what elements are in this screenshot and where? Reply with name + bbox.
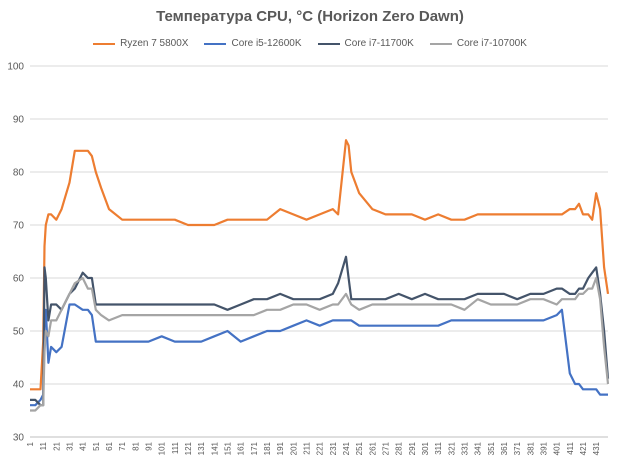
x-tick-label: 211: [302, 441, 311, 454]
x-tick-label: 391: [539, 441, 548, 455]
x-tick-label: 401: [553, 441, 562, 455]
legend-swatch: [429, 42, 452, 45]
series-line-core-i5-12600k: [30, 303, 608, 407]
x-tick-label: 101: [158, 441, 167, 455]
x-tick-label: 111: [171, 441, 180, 454]
legend-item-core-i7-10700k: Core i7-10700K: [429, 38, 527, 49]
legend-item-ryzen-7-5800x: Ryzen 7 5800X: [93, 38, 188, 49]
legend-label: Ryzen 7 5800X: [120, 38, 189, 49]
x-tick-label: 61: [105, 441, 114, 450]
x-tick-label: 151: [223, 441, 232, 455]
x-tick-label: 271: [381, 441, 390, 455]
x-tick-label: 21: [52, 441, 61, 450]
x-tick-label: 321: [447, 441, 456, 455]
legend-label: Core i5-12600K: [231, 38, 302, 49]
y-tick-label: 90: [13, 115, 25, 126]
x-tick-label: 301: [421, 441, 430, 455]
x-tick-label: 161: [237, 441, 246, 455]
y-tick-label: 40: [13, 380, 25, 391]
x-tick-label: 181: [263, 441, 272, 455]
series-line-ryzen-7-5800x: [30, 139, 610, 391]
legend-item-core-i5-12600k: Core i5-12600K: [204, 38, 302, 49]
x-tick-label: 11: [39, 441, 48, 450]
x-tick-label: 351: [487, 441, 496, 455]
x-tick-label: 291: [408, 441, 417, 455]
x-tick-label: 311: [434, 441, 443, 454]
y-tick-label: 30: [13, 433, 25, 444]
legend-swatch: [317, 42, 340, 45]
x-tick-label: 371: [513, 441, 522, 455]
x-tick-label: 121: [184, 441, 193, 455]
x-tick-label: 141: [210, 441, 219, 455]
legend-swatch: [93, 42, 116, 45]
series-line-core-i7-10700k: [30, 276, 610, 412]
y-tick-label: 60: [13, 274, 25, 285]
series-line-core-i7-11700k: [30, 255, 610, 407]
x-tick-label: 231: [329, 441, 338, 455]
x-tick-label: 261: [368, 441, 377, 455]
legend-swatch: [204, 42, 227, 45]
x-tick-label: 381: [526, 441, 535, 455]
x-tick-label: 411: [566, 441, 575, 454]
x-tick-label: 361: [500, 441, 509, 455]
x-tick-label: 431: [592, 441, 601, 455]
x-tick-label: 51: [92, 441, 101, 450]
chart-legend: Ryzen 7 5800X Core i5-12600K Core i7-117…: [0, 38, 620, 49]
legend-label: Core i7-10700K: [456, 38, 527, 49]
x-tick-label: 341: [474, 441, 483, 455]
x-tick-label: 251: [355, 441, 364, 455]
y-tick-label: 50: [13, 327, 25, 338]
x-tick-label: 41: [79, 441, 88, 450]
x-tick-label: 421: [579, 441, 588, 455]
x-tick-label: 131: [197, 441, 206, 455]
y-tick-label: 70: [13, 221, 25, 232]
y-tick-label: 80: [13, 168, 25, 179]
legend-item-core-i7-11700k: Core i7-11700K: [317, 38, 414, 49]
x-tick-label: 191: [276, 441, 285, 455]
x-tick-label: 91: [144, 441, 153, 450]
x-tick-label: 171: [250, 441, 259, 455]
x-tick-label: 81: [131, 441, 140, 450]
legend-label: Core i7-11700K: [344, 38, 414, 49]
x-tick-label: 201: [289, 441, 298, 455]
chart-title: Температура CPU, °C (Horizon Zero Dawn): [156, 8, 464, 25]
x-tick-label: 71: [118, 441, 127, 450]
x-tick-label: 1: [26, 441, 35, 446]
y-tick-label: 100: [7, 62, 24, 73]
x-tick-label: 281: [395, 441, 404, 455]
x-tick-label: 221: [316, 441, 325, 455]
x-tick-label: 31: [65, 441, 74, 450]
x-tick-label: 241: [342, 441, 351, 455]
x-tick-label: 331: [460, 441, 469, 455]
